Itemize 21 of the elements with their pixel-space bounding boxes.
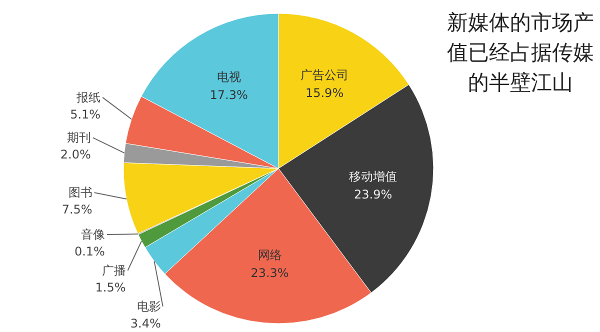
slice-label: 广播 [102,264,126,278]
data-label: 15.9% [305,86,344,100]
data-label: 1.5% [95,280,126,294]
data-label: 3.4% [130,316,161,330]
text: 新媒体的市场产值已经占据传媒的半壁江山 [447,10,594,94]
slice-label: 广告公司 [300,68,349,82]
data-label: 0.1% [74,244,105,258]
slice-label: 电影 [136,300,161,314]
data-label: 23.9% [354,188,392,202]
data-label: 7.5% [62,202,92,217]
data-label: 2.0% [60,148,91,162]
data-label: 23.3% [250,266,289,280]
data-label: 17.3% [210,88,248,102]
slice-label: 电视 [216,70,241,84]
slice-label: 报纸 [76,90,101,104]
slice-label: 移动增值 [349,170,398,184]
slice-label: 音像 [80,228,105,242]
slice-label: 网络 [258,248,282,262]
slice-label: 期刊 [66,130,91,145]
data-label: 5.1% [70,107,101,122]
slice-label: 图书 [68,186,92,200]
